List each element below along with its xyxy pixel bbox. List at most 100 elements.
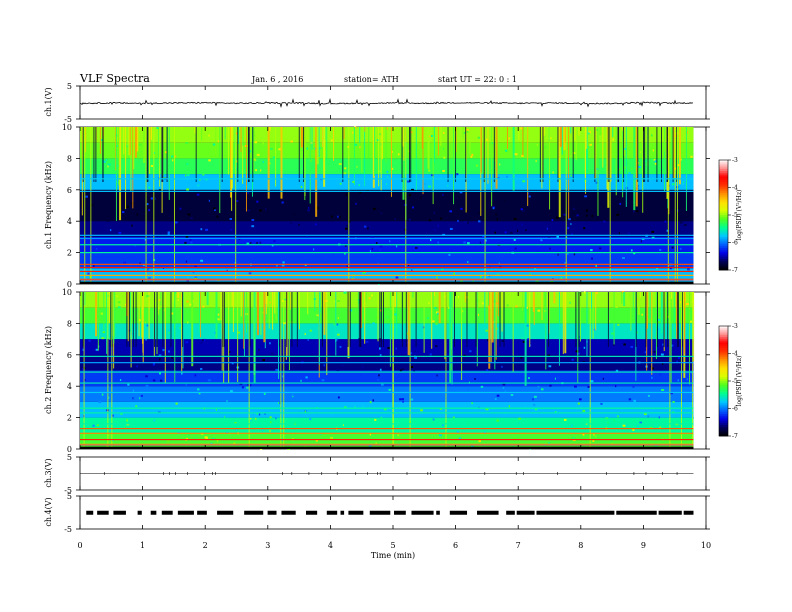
ch1-spectrogram-speckle: [431, 174, 434, 177]
ch3-waveform-ytick-label: -5: [64, 486, 72, 495]
ch2-spectrogram-sferic: [501, 292, 503, 332]
ch2-spectrogram-speckle: [281, 326, 285, 329]
ch1-spectrogram-speckle: [331, 253, 335, 256]
ch1-spectrogram-sferic: [368, 127, 370, 159]
ch2-spectrogram-sferic: [232, 292, 234, 332]
ch1-spectrogram-speckle: [536, 144, 538, 147]
ch1-spectrogram-sferic: [333, 127, 335, 161]
ch1-spectrogram-speckle: [466, 128, 469, 131]
ch1-spectrogram-sferic: [309, 127, 311, 204]
ch2-spectrogram-sferic: [130, 292, 132, 333]
ch2-colorbar-cell: [719, 404, 728, 408]
ch1-spectrogram-sferic: [522, 127, 524, 156]
ch2-colorbar-cell: [719, 403, 728, 406]
ch1-spectrogram-speckle: [583, 227, 586, 230]
ch2-spectrogram-speckle: [593, 433, 595, 436]
ch1-spectrogram-speckle: [588, 131, 592, 134]
ch1-spectrogram-sferic: [315, 127, 318, 217]
ch2-spectrogram-speckle: [437, 312, 439, 315]
ch2-spectrogram-sferic: [646, 292, 648, 329]
ch1-spectrogram-speckle: [177, 233, 180, 236]
ch2-spectrogram-speckle: [349, 309, 353, 312]
ch1-spectrogram-speckle: [590, 249, 593, 252]
ch4-waveform-segment: [150, 510, 157, 515]
ch1-spectrogram-impulse: [173, 127, 175, 284]
ch2-spectrogram-sferic: [243, 292, 245, 357]
ch1-spectrogram-carrier-line: [80, 252, 694, 254]
ch1-spectrogram-speckle: [186, 163, 189, 166]
ch2-spectrogram-speckle: [541, 388, 544, 391]
ch2-spectrogram-speckle: [504, 389, 506, 392]
ch1-spectrogram-speckle: [359, 146, 361, 149]
ch2-colorbar-cell: [719, 390, 728, 393]
ch2-spectrogram-sferic: [434, 292, 436, 296]
ch4-waveform-segment: [658, 510, 682, 515]
ch4-waveform-segment: [177, 510, 194, 515]
ch2-spectrogram-speckle: [612, 343, 615, 346]
ch2-spectrogram-speckle: [360, 374, 362, 377]
ch1-colorbar-cell: [719, 257, 728, 260]
ch2-spectrogram-speckle: [268, 342, 271, 345]
ch4-waveform-segment: [161, 510, 173, 515]
ch1-spectrogram-speckle: [437, 224, 440, 227]
ch2-spectrogram-sferic: [377, 292, 379, 342]
ch1-spectrogram-speckle: [90, 204, 94, 207]
ch2-spectrogram-gap: [382, 292, 384, 347]
ch2-spectrogram-speckle: [566, 315, 568, 318]
ch2-spectrogram-speckle: [370, 401, 372, 404]
ch2-spectrogram-sferic: [522, 292, 524, 312]
ch2-spectrogram-speckle: [291, 394, 294, 397]
ch2-spectrogram-speckle: [145, 338, 147, 341]
ch2-spectrogram-speckle: [335, 338, 338, 341]
ch1-spectrogram-speckle: [214, 209, 216, 212]
ch1-spectrogram-gap: [401, 127, 403, 182]
ch1-spectrogram-sferic: [359, 127, 361, 143]
ch1-spectrogram-sferic: [421, 127, 423, 149]
ch1-colorbar-tick-label: -5: [732, 212, 738, 219]
ch2-spectrogram-speckle: [268, 301, 271, 304]
ch1-spectrogram-speckle: [645, 160, 649, 163]
ch2-spectrogram-sferic: [545, 292, 547, 370]
ch1-spectrogram-speckle: [666, 229, 669, 232]
ch2-colorbar-cell: [719, 423, 728, 426]
ch1-spectrogram-sferic: [574, 127, 576, 141]
ch2-spectrogram-speckle: [321, 379, 325, 382]
ch1-spectrogram-speckle: [442, 131, 445, 134]
ch1-spectrogram-speckle: [107, 165, 109, 168]
ch2-spectrogram-speckle: [158, 358, 161, 361]
ch1-spectrogram-gap: [493, 127, 495, 182]
ch2-spectrogram-speckle: [200, 367, 203, 370]
ch2-spectrogram-sferic: [289, 292, 291, 310]
ch1-waveform-plot: [79, 97, 694, 109]
ch2-spectrogram-speckle: [284, 298, 288, 301]
ch2-spectrogram-speckle: [315, 439, 318, 442]
ch2-spectrogram-impulse: [669, 292, 671, 449]
ch1-spectrogram-sferic: [149, 127, 151, 174]
ch1-colorbar-cell: [719, 187, 728, 190]
ch1-spectrogram-speckle: [589, 143, 592, 146]
ch2-colorbar-cell: [719, 388, 728, 391]
ch1-colorbar-cell: [719, 200, 728, 203]
ch2-spectrogram-gap: [548, 292, 550, 347]
ch1-spectrogram-speckle: [477, 136, 481, 139]
ch2-spectrogram-speckle: [343, 291, 347, 294]
ch2-spectrogram-speckle: [387, 347, 390, 350]
ch2-spectrogram-speckle: [378, 374, 380, 377]
ch2-spectrogram-impulse: [248, 292, 250, 449]
ch2-spectrogram-speckle: [649, 365, 652, 368]
ch2-spectrogram-speckle: [186, 300, 189, 303]
ch2-spectrogram-sferic: [246, 292, 248, 333]
ch2-spectrogram-ytick-label: 6: [67, 351, 72, 360]
ch2-colorbar-tick-label: -4: [732, 351, 738, 358]
ch2-spectrogram-sferic: [108, 292, 110, 324]
ch2-spectrogram-speckle: [166, 440, 170, 443]
ch2-spectrogram-gap: [453, 292, 455, 347]
ch1-spectrogram-sferic: [393, 127, 395, 130]
ch2-colorbar-label: log(PSD) (V²/Hz): [736, 356, 743, 407]
ch2-spectrogram-carrier-line: [80, 371, 694, 373]
ch1-spectrogram-speckle: [377, 262, 379, 265]
ch2-spectrogram-speckle: [447, 353, 449, 356]
ch1-colorbar-cell: [719, 161, 728, 165]
ch2-colorbar-cell: [719, 417, 728, 420]
ch1-spectrogram-speckle: [397, 153, 400, 156]
